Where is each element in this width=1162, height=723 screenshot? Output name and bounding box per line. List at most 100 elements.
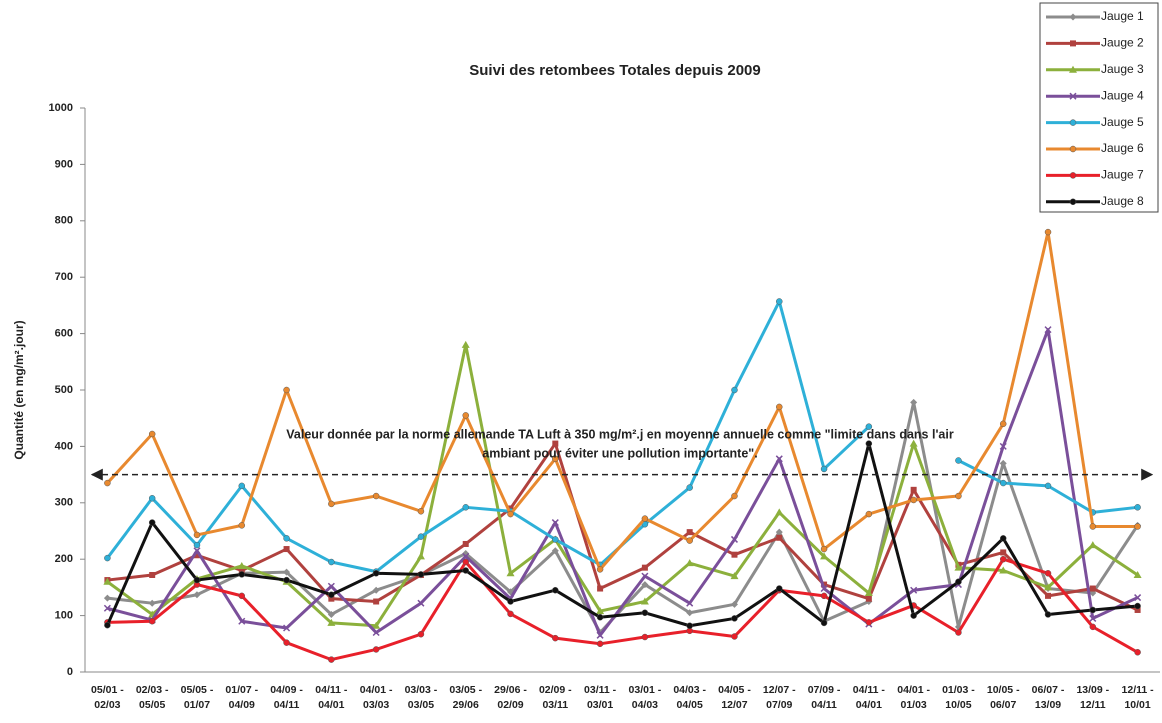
x-tick-label: 12/07 - 07/09 bbox=[763, 684, 796, 711]
marker bbox=[999, 459, 1007, 467]
marker bbox=[193, 541, 201, 549]
marker bbox=[910, 496, 917, 504]
x-tick-line: 03/05 bbox=[408, 699, 434, 711]
marker bbox=[686, 622, 693, 630]
marker bbox=[103, 594, 111, 602]
marker bbox=[820, 584, 828, 593]
marker bbox=[731, 615, 738, 622]
marker bbox=[685, 559, 694, 567]
marker bbox=[1089, 523, 1097, 530]
x-tick-label: 05/01 - 02/03 bbox=[91, 684, 124, 711]
marker bbox=[552, 634, 559, 642]
marker bbox=[597, 585, 604, 592]
x-tick-line: 29/06 bbox=[453, 699, 479, 711]
marker bbox=[1045, 592, 1052, 599]
marker bbox=[1044, 570, 1052, 577]
marker bbox=[552, 440, 559, 447]
marker bbox=[775, 455, 783, 463]
x-tick-label: 04/05 - 12/07 bbox=[718, 684, 751, 711]
marker bbox=[328, 595, 335, 602]
marker bbox=[596, 607, 605, 615]
series-line bbox=[107, 557, 1139, 662]
marker bbox=[328, 558, 335, 566]
marker bbox=[820, 592, 828, 600]
x-tick-label: 02/09 - 03/11 bbox=[539, 684, 572, 711]
x-tick-line: 07/09 bbox=[766, 699, 792, 711]
series-line bbox=[106, 230, 1138, 571]
marker bbox=[1069, 119, 1077, 126]
marker bbox=[776, 403, 783, 411]
marker bbox=[730, 600, 738, 608]
marker bbox=[731, 633, 738, 640]
marker bbox=[1044, 482, 1052, 490]
marker bbox=[596, 631, 604, 639]
marker bbox=[865, 510, 873, 518]
x-tick-line: 04/11 bbox=[274, 699, 300, 711]
marker bbox=[148, 599, 156, 607]
marker bbox=[955, 492, 962, 500]
y-tick-label: 1000 bbox=[49, 102, 73, 114]
x-tick-label: 04/11 - 04/01 bbox=[853, 684, 886, 711]
marker bbox=[372, 586, 380, 594]
marker bbox=[776, 534, 783, 541]
marker bbox=[910, 586, 918, 594]
y-axis-label: Quantité (en mg/m².jour) bbox=[12, 320, 26, 459]
marker bbox=[999, 442, 1007, 450]
x-tick-line: 02/09 - bbox=[539, 684, 572, 696]
marker bbox=[283, 624, 291, 632]
marker bbox=[731, 386, 738, 394]
marker bbox=[372, 570, 380, 577]
marker bbox=[507, 610, 514, 618]
marker bbox=[462, 540, 469, 547]
marker bbox=[1088, 541, 1097, 549]
marker bbox=[596, 640, 604, 648]
y-tick-label: 0 bbox=[67, 666, 73, 678]
x-tick-line: 03/05 - bbox=[449, 684, 482, 696]
x-tick-line: 03/03 - bbox=[405, 684, 438, 696]
x-tick-line: 02/03 bbox=[94, 699, 120, 711]
marker bbox=[865, 440, 873, 447]
marker bbox=[552, 455, 559, 463]
marker bbox=[462, 567, 469, 574]
marker bbox=[776, 585, 783, 592]
x-tick-label: 04/01 - 03/03 bbox=[360, 684, 393, 711]
legend-label: Jauge 2 bbox=[1101, 36, 1144, 50]
x-tick-line: 04/09 bbox=[229, 699, 255, 711]
x-tick-line: 03/01 - bbox=[629, 684, 662, 696]
marker bbox=[283, 386, 290, 394]
x-tick-line: 13/09 - bbox=[1076, 684, 1109, 696]
marker bbox=[999, 566, 1008, 574]
marker bbox=[149, 571, 156, 578]
marker bbox=[104, 479, 111, 487]
x-tick-label: 10/05 - 06/07 bbox=[987, 684, 1020, 711]
marker bbox=[238, 482, 246, 490]
marker bbox=[1134, 606, 1141, 613]
marker bbox=[686, 599, 694, 607]
x-tick-line: 03/11 bbox=[542, 699, 568, 711]
marker bbox=[731, 551, 738, 558]
marker bbox=[1044, 611, 1052, 618]
marker bbox=[104, 554, 111, 562]
marker bbox=[193, 531, 201, 539]
marker bbox=[417, 571, 425, 578]
legend-label: Jauge 3 bbox=[1101, 62, 1144, 76]
marker bbox=[955, 578, 962, 586]
marker bbox=[283, 576, 290, 584]
x-tick-label: 03/03 - 03/05 bbox=[405, 684, 438, 711]
marker bbox=[1089, 614, 1097, 622]
marker bbox=[193, 547, 201, 555]
chart-title: Suivi des retombees Totales depuis 2009 bbox=[469, 62, 761, 79]
marker bbox=[1134, 594, 1142, 602]
marker bbox=[506, 569, 515, 577]
x-tick-label: 12/11 - 10/01 bbox=[1122, 684, 1155, 711]
x-tick-line: 12/07 bbox=[721, 699, 747, 711]
marker bbox=[372, 492, 380, 500]
marker bbox=[686, 609, 694, 617]
marker bbox=[596, 614, 604, 621]
marker bbox=[417, 599, 425, 607]
marker bbox=[283, 639, 290, 646]
marker bbox=[820, 465, 828, 473]
marker bbox=[417, 508, 425, 515]
marker bbox=[552, 586, 559, 594]
y-tick-label: 100 bbox=[55, 610, 73, 622]
